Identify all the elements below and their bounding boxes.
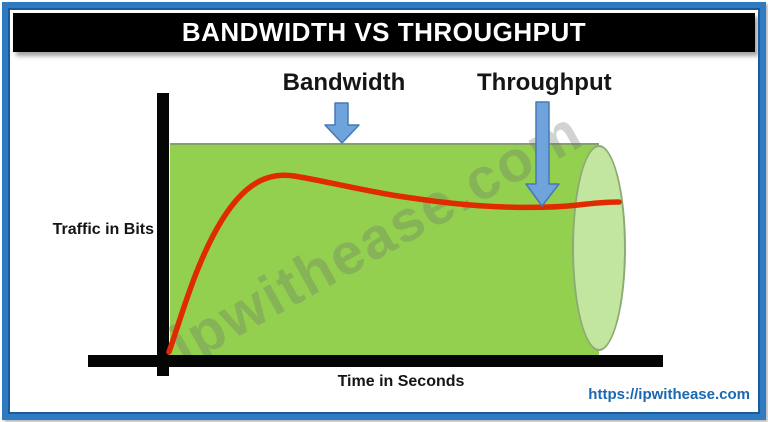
bandwidth-down-arrow-icon [324, 102, 360, 144]
x-axis-line [88, 355, 663, 367]
site-url-link[interactable]: https://ipwithease.com [588, 386, 750, 403]
throughput-label: Throughput [477, 69, 612, 96]
bandwidth-pipe-end-cap [572, 145, 626, 351]
y-axis-line [157, 93, 169, 376]
bandwidth-pipe-body [170, 143, 599, 355]
x-axis-label: Time in Seconds [337, 373, 465, 390]
y-axis-label: Traffic in Bits [52, 221, 154, 238]
bandwidth-label: Bandwidth [282, 69, 406, 96]
page-title: BANDWIDTH VS THROUGHPUT [181, 17, 587, 47]
title-bar: BANDWIDTH VS THROUGHPUT [13, 13, 755, 52]
